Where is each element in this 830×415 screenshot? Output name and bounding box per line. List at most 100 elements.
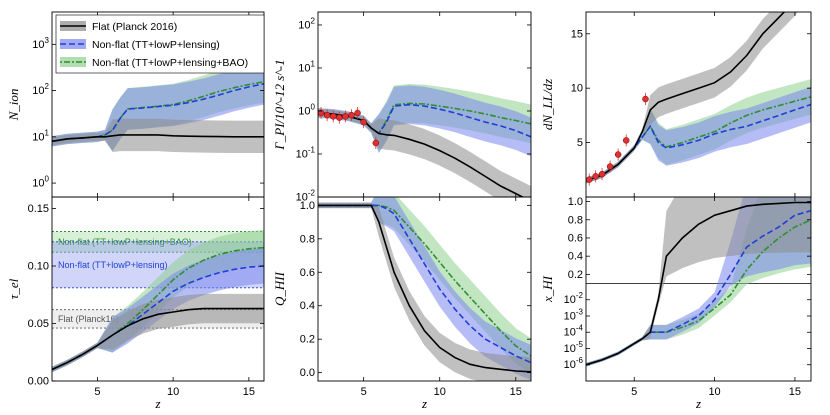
- y-tick-label: 10-1: [296, 145, 316, 160]
- series-line: [52, 134, 264, 143]
- y-tick-label: 10-5: [564, 340, 584, 355]
- y-tick-label: 0.10: [28, 261, 49, 273]
- confidence-band: [318, 197, 531, 381]
- data-point: [342, 113, 349, 120]
- data-point: [329, 113, 337, 120]
- x-tick-label: 15: [789, 386, 801, 398]
- panel-n_ion: 100 101 102 103 N_ion: [6, 11, 265, 198]
- y-tick-label: 0.2: [300, 334, 315, 346]
- y-tick-label: 10-4: [564, 324, 584, 339]
- data-point: [598, 170, 606, 178]
- y-tick-label: 5: [577, 137, 583, 149]
- confidence-band: [318, 202, 531, 381]
- series-line: [586, 12, 786, 182]
- plot-area: [318, 84, 531, 197]
- y-tick-label: 10-6: [564, 356, 584, 371]
- data-point: [360, 118, 367, 126]
- y-tick-label: 100: [298, 102, 315, 117]
- band-label: Flat (Planck16): [58, 314, 119, 324]
- x-tick-label: 10: [434, 386, 446, 398]
- y-tick-label: 0.6: [568, 232, 583, 244]
- x-axis-label: z: [695, 396, 701, 411]
- confidence-band: [318, 85, 531, 157]
- y-tick-label: 102: [298, 16, 315, 31]
- axes-frame: [317, 196, 532, 382]
- y-tick-label: 1.0: [568, 196, 583, 208]
- data-point: [606, 163, 614, 170]
- data-point: [614, 151, 622, 158]
- y-tick-label: 0.05: [28, 318, 49, 330]
- x-tick-label: 10: [167, 386, 179, 398]
- confidence-band: [52, 293, 264, 373]
- x-tick-label: 15: [243, 386, 255, 398]
- confidence-band: [52, 118, 264, 154]
- y-axis-label: dN_LL/dz: [540, 79, 555, 130]
- x-axis-label: z: [421, 396, 427, 411]
- series-line: [318, 112, 525, 197]
- legend-label: Non-flat (TT+lowP+lensing): [92, 39, 220, 51]
- band-label: Non-flat (TT+lowP+lensing): [58, 260, 168, 270]
- plot-area: Non-flat (TT+lowP+lensing+BAO)Non-flat (…: [52, 229, 264, 373]
- axes-frame: [51, 196, 265, 382]
- y-tick-label: 0.00: [28, 376, 49, 388]
- x-tick-label: 15: [510, 386, 522, 398]
- y-tick-label: 0.2: [568, 269, 583, 281]
- plot-area: [318, 197, 531, 381]
- y-axis-label: Γ_PI/10^-12 s^-1: [272, 59, 287, 150]
- y-tick-label: 0.6: [300, 267, 315, 279]
- panel-tau_el: Non-flat (TT+lowP+lensing+BAO)Non-flat (…: [6, 196, 265, 398]
- legend-label: Non-flat (TT+lowP+lensing+BAO): [92, 57, 248, 69]
- legend: Flat (Planck 2016) Non-flat (TT+lowP+lens…: [55, 14, 265, 74]
- y-tick-label: 100: [32, 175, 49, 190]
- data-point: [372, 139, 380, 147]
- y-tick-label: 0.4: [568, 251, 583, 263]
- y-tick-label: 101: [298, 59, 315, 74]
- data-point: [642, 95, 649, 103]
- y-tick-label: 0.4: [300, 300, 315, 312]
- x-tick-label: 10: [708, 386, 720, 398]
- legend-label: Flat (Planck 2016): [92, 21, 177, 33]
- data-point: [592, 173, 599, 180]
- series-line: [586, 96, 811, 182]
- y-axis-label: x_HI: [540, 275, 555, 303]
- y-tick-label: 0.8: [300, 233, 315, 245]
- confidence-band: [586, 86, 811, 184]
- series-line: [318, 204, 531, 373]
- y-tick-label: 0.0: [300, 367, 315, 379]
- data-point: [586, 176, 593, 183]
- axes-frame: [585, 196, 812, 382]
- data-point: [348, 111, 355, 119]
- y-tick-label: 102: [32, 82, 49, 97]
- series-line: [586, 219, 811, 366]
- plot-area: [586, 197, 811, 367]
- y-axis-label: N_ion: [6, 89, 21, 122]
- series-line: [586, 103, 811, 182]
- y-tick-label: 0.15: [28, 203, 49, 215]
- y-axis-label: Q_HII: [272, 271, 287, 306]
- panel-q_hii: 0.0 0.2 0.4 0.6 0.8 1.0 5 10 15 Q_HII: [272, 196, 532, 398]
- y-tick-label: 10: [571, 83, 583, 95]
- y-tick-label: 10-2: [296, 189, 316, 204]
- data-point: [323, 111, 331, 119]
- panel-dn_ll: 5 10 15 dN_LL/dz: [540, 11, 812, 198]
- confidence-band: [586, 197, 811, 367]
- x-tick-label: 5: [94, 386, 100, 398]
- plot-area: [586, 12, 811, 186]
- x-tick-label: 5: [631, 386, 637, 398]
- y-tick-label: 103: [32, 36, 49, 51]
- series-line: [586, 201, 811, 366]
- plot-area: [52, 60, 264, 154]
- data-point: [354, 109, 361, 117]
- y-tick-label: 1.0: [300, 200, 315, 212]
- panel-gamma_pi: 10-2 10-1 100 101 102 Γ_PI/10^-12 s^-1: [272, 11, 532, 204]
- y-tick-label: 101: [32, 128, 49, 143]
- x-tick-label: 5: [361, 386, 367, 398]
- confidence-band: [318, 109, 531, 197]
- y-axis-label: τ_el: [6, 278, 21, 299]
- panel-x_hi: 10-610-510-4 10-310-2 0.2 0.4 0.6 0.8 1.0 5 10 15…: [540, 196, 812, 398]
- data-point: [622, 137, 630, 144]
- y-tick-label: 10-2: [564, 291, 584, 306]
- legend-box: [55, 14, 265, 74]
- data-point: [336, 114, 343, 121]
